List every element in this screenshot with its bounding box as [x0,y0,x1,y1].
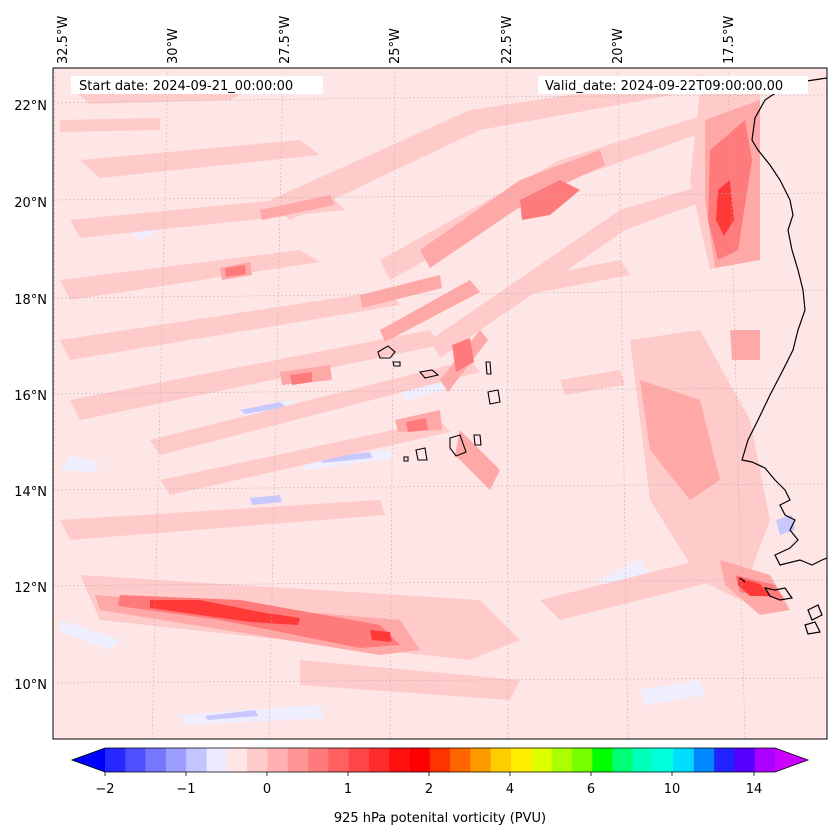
colorbar-cell [348,748,370,772]
cbar-tick-label: 10 [664,782,681,797]
lon-label: 27.5°W [278,16,293,64]
colorbar-cell [247,748,268,772]
colorbar-extend-high [775,748,808,772]
colorbar-tick-labels: −2 −1 0 1 2 4 6 10 14 [95,782,762,797]
colorbar-cell [592,748,613,772]
colorbar-cell [165,748,187,772]
cape-verde-islands [377,345,501,462]
colorbar-cell [450,748,471,772]
info-box-right [538,76,808,94]
coastline [739,77,827,635]
colorbar-cell [206,748,228,772]
lon-label: 20°W [611,28,626,64]
colorbar-cell [226,748,248,772]
colorbar-cell [511,748,532,772]
colorbar-cell [571,748,593,772]
cbar-tick-label: −1 [176,782,195,797]
colorbar-cells [105,748,776,772]
colorbar-cell [551,748,573,772]
colorbar-cell [653,748,674,772]
latitude-labels: 22°N 20°N 18°N 16°N 14°N 12°N 10°N [14,99,47,693]
colorbar-label: 925 hPa potenital vorticity (PVU) [334,811,546,826]
cbar-tick-label: −2 [95,782,114,797]
colorbar-ticks [104,772,755,776]
colorbar-cell [409,748,431,772]
colorbar-cell [125,748,146,772]
colorbar-cell [531,748,552,772]
colorbar-extend-low [72,748,105,772]
colorbar-cell [267,748,289,772]
longitude-labels: 32.5°W 30°W 27.5°W 25°W 22.5°W 20°W 17.5… [56,16,737,64]
lat-label: 20°N [14,196,47,211]
colorbar-cell [145,748,167,772]
valid-date-label: Valid_date: 2024-09-22T09:00:00.00 [545,79,783,94]
lat-label: 10°N [14,678,47,693]
colorbar-cell [693,748,715,772]
colorbar-cell [632,748,654,772]
colorbar-cell [368,748,390,772]
cbar-tick-label: 0 [263,782,271,797]
colorbar-cell [754,748,776,772]
map-panel [53,68,827,739]
colorbar-cell [308,748,329,772]
cbar-tick-label: 2 [425,782,433,797]
colorbar-cell [105,748,126,772]
colorbar-cell [490,748,512,772]
lon-label: 25°W [388,28,403,64]
lat-label: 12°N [14,581,47,596]
colorbar-cell [612,748,634,772]
lon-label: 30°W [166,28,181,64]
low-pv-cores [205,402,795,720]
info-box-left [71,76,323,94]
lon-label: 22.5°W [500,16,515,64]
cbar-tick-label: 14 [746,782,763,797]
cbar-tick-label: 4 [506,782,514,797]
cbar-tick-label: 6 [587,782,595,797]
lat-label: 16°N [14,389,47,404]
colorbar-cell [287,748,309,772]
lon-label: 17.5°W [722,16,737,64]
colorbar-cell [470,748,492,772]
lon-label: 32.5°W [56,16,71,64]
colorbar-cell [673,748,695,772]
colorbar: −2 −1 0 1 2 4 6 10 14 925 hPa potenital … [70,747,810,826]
colorbar-cell [734,748,755,772]
lat-label: 18°N [14,293,47,308]
colorbar-cell [429,748,451,772]
colorbar-cell [389,748,410,772]
lat-label: 22°N [14,99,47,114]
cbar-tick-label: 1 [344,782,352,797]
colorbar-cell [714,748,735,772]
lat-label: 14°N [14,485,47,500]
colorbar-cell [328,748,349,772]
start-date-label: Start date: 2024-09-21_00:00:00 [79,79,293,94]
colorbar-cell [186,748,207,772]
map-frame [52,67,828,740]
